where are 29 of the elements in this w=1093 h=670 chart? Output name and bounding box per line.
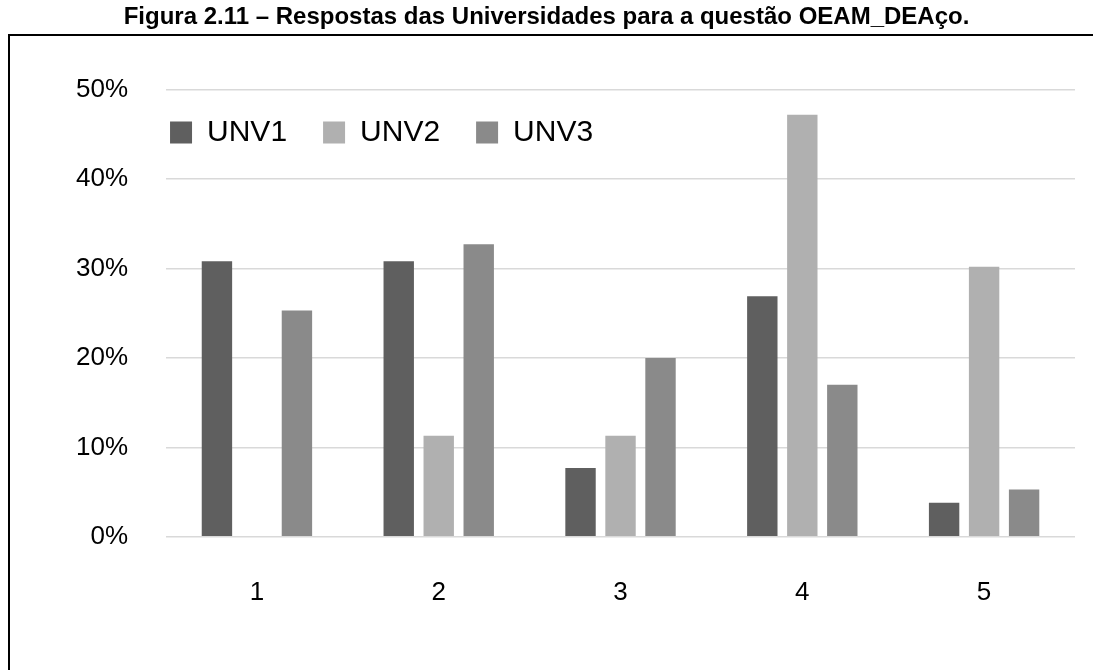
- chart-title: Figura 2.11 – Respostas das Universidades para a questão OEAM_DEAço.: [122, 2, 971, 30]
- y-tick-label: 40%: [75, 162, 129, 193]
- x-tick-label: 3: [613, 575, 628, 606]
- bar: [787, 114, 818, 537]
- bar: [1008, 489, 1040, 537]
- x-tick-label: 5: [976, 575, 992, 606]
- bar: [281, 310, 313, 537]
- y-tick-label: 50%: [75, 72, 129, 103]
- bar: [423, 435, 454, 537]
- legend-label: UNV1: [207, 113, 288, 147]
- bar: [747, 296, 778, 537]
- bar: [383, 261, 414, 537]
- bar: [605, 435, 636, 537]
- bar: [645, 357, 676, 537]
- x-tick-label: 4: [795, 575, 810, 606]
- bar: [463, 244, 494, 537]
- y-tick-label: 0%: [90, 519, 129, 550]
- bar: [565, 467, 596, 537]
- bar: [968, 266, 1000, 537]
- bar: [201, 261, 233, 537]
- legend-label: UNV2: [360, 113, 441, 147]
- y-tick-label: 30%: [75, 251, 129, 282]
- bar: [928, 502, 960, 537]
- y-tick-label: 10%: [75, 430, 129, 461]
- y-tick-label: 20%: [75, 341, 129, 372]
- x-tick-label: 2: [431, 575, 446, 606]
- legend-label: UNV3: [513, 113, 594, 147]
- x-tick-label: 1: [249, 575, 265, 606]
- bar: [827, 384, 858, 537]
